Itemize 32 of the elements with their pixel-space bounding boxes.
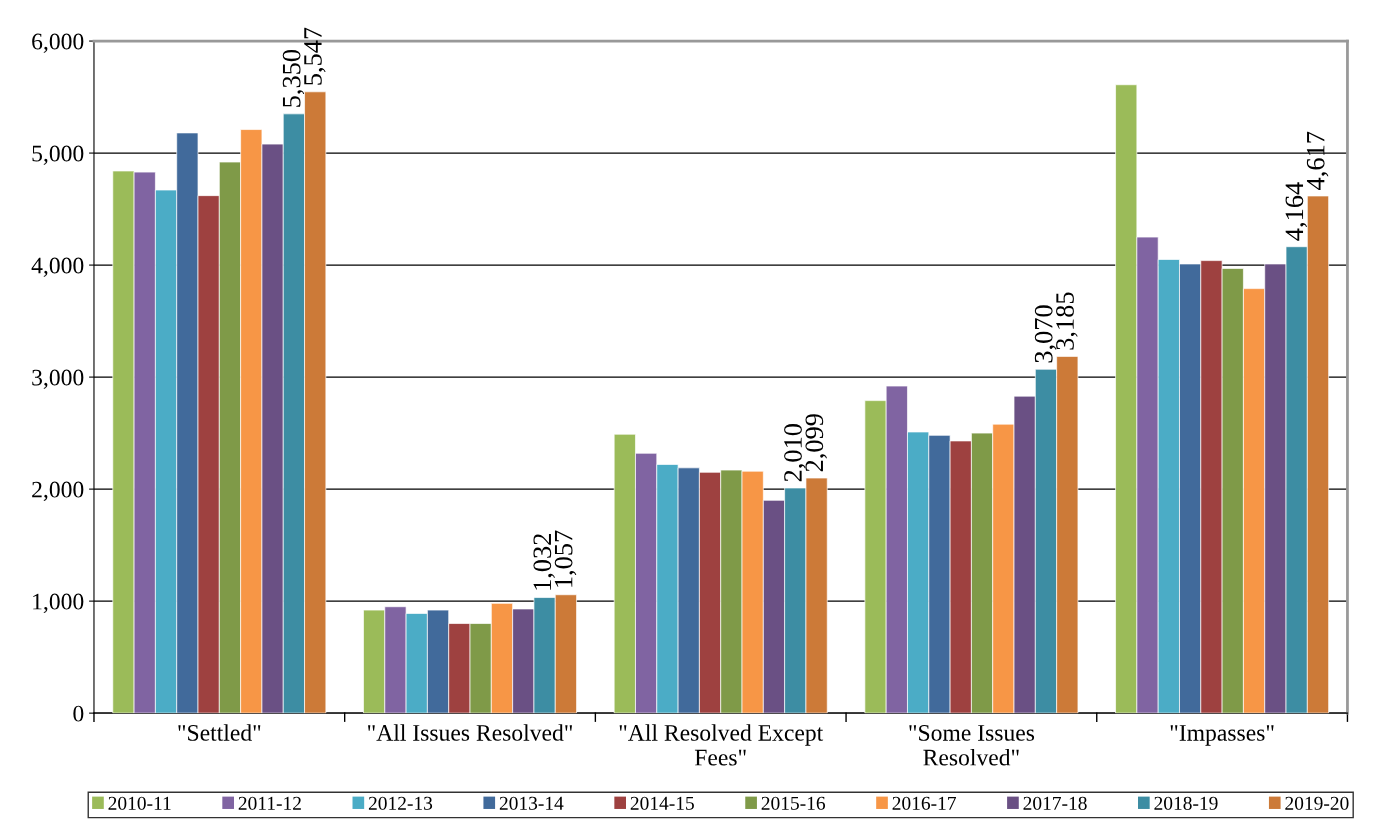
legend-label: 2010-11 bbox=[108, 796, 171, 810]
data-label: 5,547 bbox=[304, 27, 326, 85]
data-label: 1,032 bbox=[533, 534, 555, 590]
y-tick-label: 1,000 bbox=[33, 593, 84, 613]
x-tick-label: "Settled" bbox=[178, 724, 261, 741]
legend-label: 2015-16 bbox=[761, 796, 826, 810]
x-tick-label: "All Resolved Except Fees" bbox=[619, 724, 824, 766]
legend-label: 2014-15 bbox=[630, 796, 694, 810]
x-tick-label: "Some Issues Resolved" bbox=[909, 725, 1035, 766]
y-tick-label: 3,000 bbox=[32, 369, 84, 389]
data-label: 2,010 bbox=[784, 424, 806, 482]
legend-label: 2019-20 bbox=[1285, 796, 1349, 810]
y-tick-label: 2,000 bbox=[32, 481, 84, 501]
data-label: 1,057 bbox=[554, 530, 577, 587]
x-tick-label: "Impasses" bbox=[1170, 725, 1274, 746]
data-label: 4,164 bbox=[1285, 182, 1308, 241]
x-tick-label: "All Issues Resolved" bbox=[368, 724, 572, 741]
legend-label: 2017-18 bbox=[1023, 796, 1087, 810]
legend-label: 2013-14 bbox=[499, 796, 564, 810]
data-label: 3,185 bbox=[1056, 292, 1078, 350]
legend-label: 2018-19 bbox=[1154, 796, 1218, 810]
data-label: 2,099 bbox=[805, 414, 828, 472]
y-tick-label: 6,000 bbox=[32, 33, 84, 53]
data-label: 4,617 bbox=[1306, 131, 1329, 190]
y-tick-label: 0 bbox=[73, 705, 84, 722]
y-tick-label: 5,000 bbox=[32, 145, 84, 165]
y-tick-label: 4,000 bbox=[31, 257, 84, 277]
data-label: 3,070 bbox=[1034, 305, 1057, 363]
data-label: 5,350 bbox=[282, 49, 305, 107]
legend-label: 2016-17 bbox=[892, 796, 956, 810]
legend-label: 2012-13 bbox=[368, 796, 433, 810]
legend-label: 2011-12 bbox=[238, 796, 301, 810]
